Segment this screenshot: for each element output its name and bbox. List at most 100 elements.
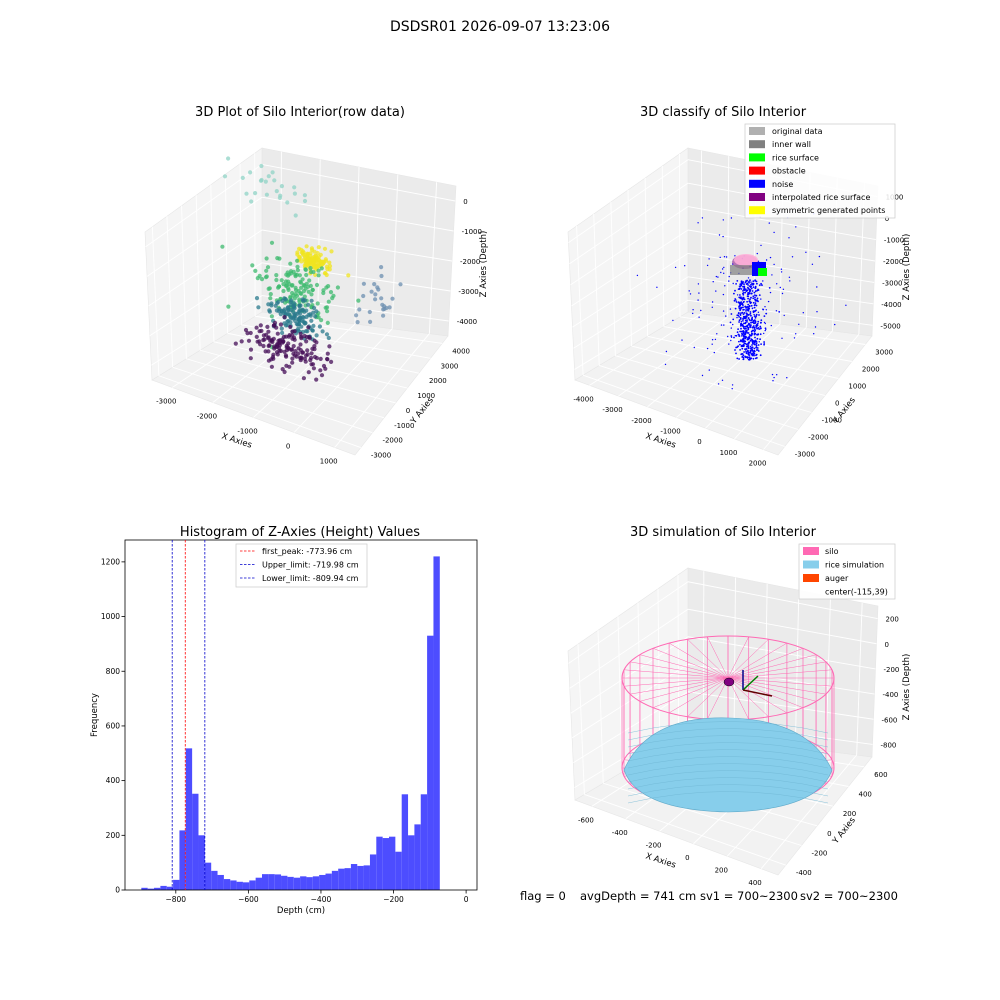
silo-top-spoke	[639, 677, 729, 702]
sv1-label: sv1 = 700~2300	[700, 889, 798, 903]
raw-data-point	[373, 297, 378, 302]
noise-point	[725, 315, 727, 317]
cls-z-grid	[572, 253, 689, 328]
raw-data-point	[292, 185, 297, 190]
noise-point	[749, 311, 752, 313]
noise-point	[706, 347, 709, 350]
noise-point	[751, 332, 753, 335]
noise-point	[756, 252, 758, 255]
raw-data-point	[310, 287, 315, 293]
legend-label: original data	[772, 127, 823, 136]
raw-data-point	[312, 338, 317, 343]
noise-point	[681, 339, 683, 341]
noise-point	[738, 307, 741, 310]
silo-simulation-3d-plot: 3D simulation of Silo Interior -600 -400 -…	[567, 525, 912, 887]
noise-point	[715, 275, 718, 278]
classify-plot-title: 3D classify of Silo Interior	[640, 105, 807, 120]
noise-point	[713, 351, 715, 354]
noise-point	[747, 284, 749, 286]
noise-point	[753, 330, 756, 333]
noise-point	[773, 376, 775, 379]
simulation-plot-title: 3D simulation of Silo Interior	[630, 525, 817, 540]
raw-data-point	[309, 318, 314, 323]
noise-point	[735, 301, 737, 303]
histogram-bar	[433, 556, 440, 890]
noise-point	[739, 343, 741, 346]
raw-data-point	[294, 293, 300, 298]
cls-z-grid	[569, 182, 689, 265]
histogram-bar	[306, 877, 313, 890]
noise-point	[751, 348, 753, 351]
y-tick-label: 0	[115, 886, 120, 895]
noise-point	[759, 354, 762, 357]
raw-data-point	[295, 268, 300, 273]
noise-point	[733, 292, 735, 295]
noise-point	[753, 354, 755, 357]
raw-data-point	[305, 348, 310, 353]
raw-data-point	[379, 296, 384, 301]
noise-point	[740, 282, 742, 284]
raw-z-tick-label: -3000	[458, 288, 478, 296]
noise-point	[736, 357, 739, 360]
noise-point	[740, 340, 742, 343]
noise-point	[759, 333, 762, 336]
raw-data-point	[306, 302, 311, 307]
legend-box	[235, 543, 368, 588]
noise-point	[700, 309, 702, 312]
noise-point	[757, 320, 760, 323]
raw-x-grid	[334, 333, 430, 448]
raw-data-point	[248, 356, 253, 361]
noise-point	[743, 342, 746, 345]
noise-point	[740, 322, 743, 325]
noise-point	[755, 313, 758, 316]
noise-point	[723, 272, 725, 274]
noise-point	[745, 280, 747, 282]
rice-mesh-line	[627, 756, 829, 769]
noise-point	[755, 353, 758, 356]
legend-label: rice simulation	[825, 561, 884, 570]
noise-point	[752, 297, 755, 300]
raw-data-point	[309, 355, 314, 360]
noise-point	[740, 327, 742, 330]
raw-data-point	[314, 377, 319, 382]
raw-data-point	[324, 272, 329, 278]
raw-data-point	[306, 370, 311, 375]
noise-point	[743, 315, 745, 318]
raw-data-point	[312, 347, 317, 352]
raw-data-point	[255, 276, 260, 281]
histogram-bar	[338, 868, 345, 890]
noise-point	[765, 259, 768, 261]
raw-data-point	[293, 349, 298, 354]
histogram-bar	[376, 836, 383, 890]
raw-data-point	[304, 272, 309, 278]
raw-data-point	[278, 322, 283, 327]
noise-point	[750, 338, 753, 340]
noise-point	[733, 336, 735, 339]
histogram-bar	[185, 748, 193, 890]
noise-point	[773, 231, 775, 234]
raw-z-tick-label: -4000	[457, 318, 477, 326]
noise-point	[745, 352, 748, 354]
sim-y-grid-back	[577, 644, 585, 795]
x-tick-label: −400	[311, 895, 332, 904]
raw-data-point	[316, 268, 321, 273]
raw-data-point	[246, 338, 252, 343]
sim-y-grid-back	[657, 588, 661, 750]
raw-data-point	[254, 325, 259, 330]
noise-point	[789, 280, 791, 282]
raw-data-point	[244, 191, 249, 196]
noise-point	[711, 343, 713, 345]
noise-point	[756, 327, 758, 330]
noise-point	[742, 358, 745, 360]
raw-data-point	[288, 324, 293, 330]
noise-point	[738, 321, 740, 323]
noise-point	[749, 319, 751, 322]
raw-y-tick-label: -3000	[371, 452, 391, 460]
raw-data-point	[317, 324, 322, 329]
noise-point	[756, 297, 759, 300]
noise-point	[754, 290, 757, 293]
raw-data-point	[354, 313, 359, 318]
sim-x-grid-back	[764, 583, 768, 744]
histogram-bar	[255, 877, 262, 890]
raw-data-point	[324, 285, 329, 290]
